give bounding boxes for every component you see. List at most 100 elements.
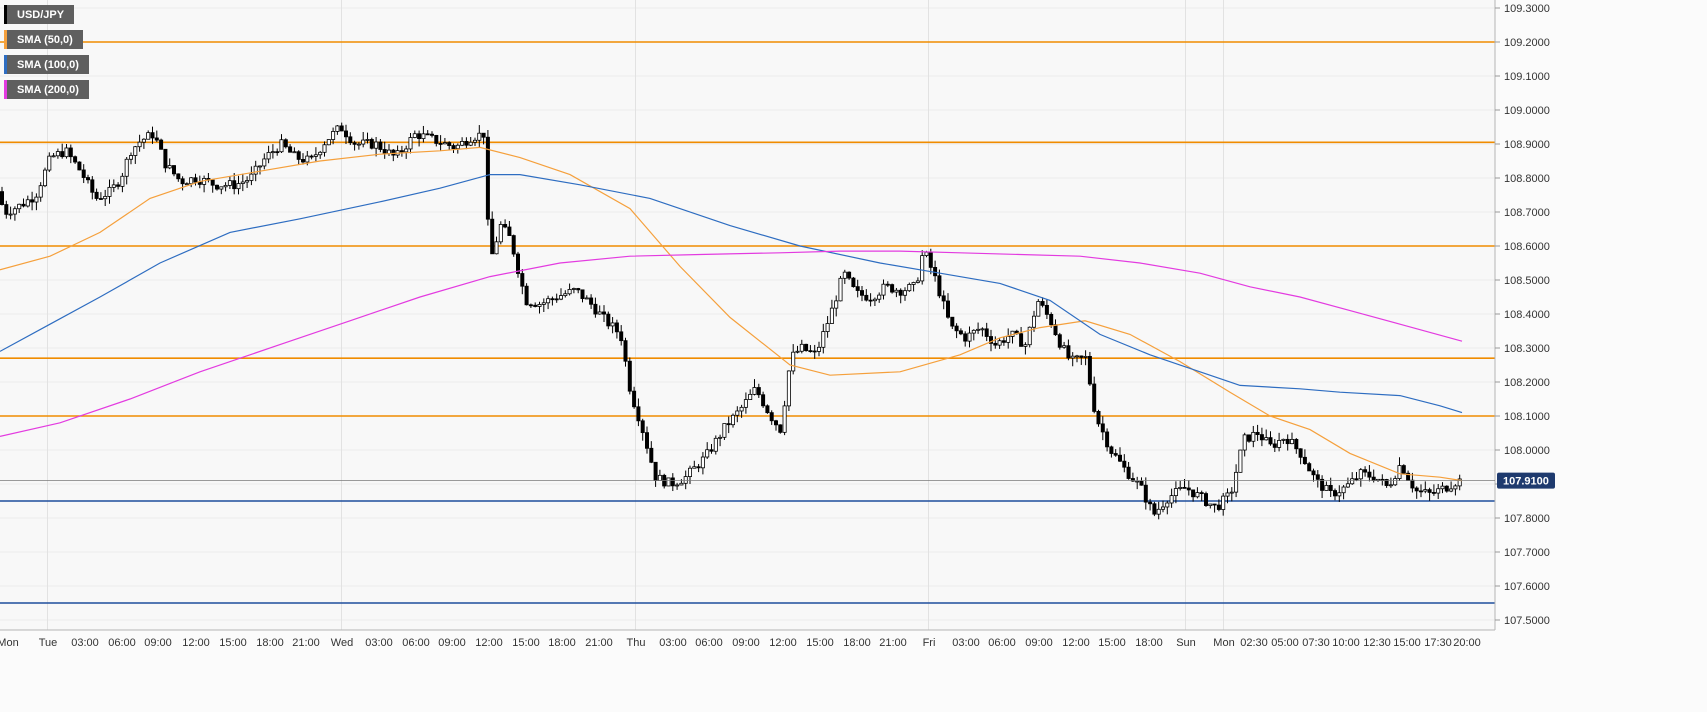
- candle-up: [1221, 495, 1226, 510]
- candle-up: [374, 141, 379, 149]
- candle-down: [1414, 487, 1419, 492]
- legend-item-sma100[interactable]: SMA (100,0): [4, 55, 89, 74]
- candle-up: [907, 284, 912, 292]
- candle-up: [51, 155, 56, 158]
- candle-up: [1036, 301, 1041, 317]
- candle-down: [352, 142, 357, 145]
- candle-up: [679, 482, 684, 486]
- candle-up: [146, 132, 151, 140]
- candle-down: [378, 141, 383, 150]
- candle-down: [309, 155, 314, 158]
- candle-up: [976, 328, 981, 331]
- candle-down: [855, 286, 860, 291]
- candle-down: [528, 304, 533, 307]
- candle-up: [128, 155, 133, 160]
- candle-up: [1032, 315, 1037, 328]
- y-tick-label: 109.0000: [1504, 105, 1550, 117]
- candle-down: [1019, 333, 1024, 347]
- candle-down: [1315, 474, 1320, 480]
- candle-down: [593, 303, 598, 315]
- candle-down: [1118, 454, 1123, 462]
- candle-down: [369, 139, 374, 149]
- candle-down: [769, 412, 774, 422]
- candle-up: [313, 154, 318, 157]
- candle-up: [1281, 438, 1286, 441]
- candle-down: [885, 283, 890, 286]
- x-tick-label: Thu: [627, 637, 646, 649]
- x-tick-label: 06:00: [108, 637, 136, 649]
- candle-up: [361, 139, 366, 145]
- y-tick-label: 108.6000: [1504, 241, 1550, 253]
- candle-down: [533, 304, 538, 307]
- candle-up: [249, 173, 254, 181]
- candle-up: [266, 152, 271, 160]
- candle-down: [417, 133, 422, 140]
- candle-up: [47, 155, 52, 171]
- candle-down: [1302, 456, 1307, 465]
- candle-up: [1023, 344, 1028, 347]
- legend-label: USD/JPY: [17, 8, 65, 21]
- candle-up: [1195, 492, 1200, 498]
- candle-down: [1130, 478, 1135, 482]
- candle-up: [739, 406, 744, 412]
- x-tick-label: 15:00: [1098, 637, 1126, 649]
- candle-up: [903, 290, 908, 296]
- candle-down: [154, 137, 159, 141]
- candle-down: [1079, 355, 1084, 358]
- legend-item-sma50[interactable]: SMA (50,0): [4, 30, 83, 49]
- candle-down: [1272, 443, 1277, 448]
- candle-up: [133, 146, 138, 156]
- candle-down: [159, 139, 164, 150]
- x-tick-label: 03:00: [71, 637, 99, 649]
- candle-up: [1238, 449, 1243, 473]
- candle-down: [399, 150, 404, 153]
- sma-200-line: [0, 250, 1463, 437]
- candle-up: [141, 138, 146, 143]
- candle-down: [1096, 410, 1101, 425]
- candle-up: [404, 148, 409, 153]
- candle-up: [924, 251, 929, 257]
- candle-up: [877, 294, 882, 300]
- x-tick-label: Sun: [1176, 637, 1196, 649]
- candle-down: [606, 313, 611, 327]
- y-tick-label: 108.3000: [1504, 343, 1550, 355]
- candle-down: [1182, 486, 1187, 489]
- candle-down: [447, 142, 452, 146]
- candle-down: [98, 198, 103, 200]
- candle-down: [425, 133, 430, 136]
- candle-up: [38, 185, 43, 198]
- x-tick-label: 09:00: [732, 637, 760, 649]
- candle-down: [1427, 489, 1432, 493]
- candle-up: [537, 304, 542, 307]
- legend-swatch: [4, 80, 7, 99]
- x-tick-label: 09:00: [438, 637, 466, 649]
- candle-down: [1363, 469, 1368, 473]
- candle-down: [1100, 423, 1105, 433]
- candle-up: [1264, 437, 1269, 441]
- legend-item-sma200[interactable]: SMA (200,0): [4, 80, 89, 99]
- x-tick-label: 09:00: [1025, 637, 1053, 649]
- candle-up: [748, 393, 753, 400]
- legend: USD/JPY SMA (50,0) SMA (100,0) SMA (200,…: [4, 5, 89, 105]
- moving-averages: [0, 146, 1463, 482]
- candle-up: [700, 456, 705, 469]
- candle-up: [477, 132, 482, 141]
- candle-down: [1259, 434, 1264, 441]
- candle-down: [636, 406, 641, 422]
- candle-up: [980, 328, 985, 331]
- candle-up: [494, 241, 499, 255]
- candle-down: [86, 177, 91, 181]
- plot-background: [0, 0, 1495, 630]
- candle-up: [722, 423, 727, 438]
- candle-down: [1126, 466, 1131, 479]
- y-tick-label: 109.1000: [1504, 71, 1550, 83]
- x-tick-label: Mon: [1213, 637, 1234, 649]
- candle-down: [1212, 503, 1217, 506]
- legend-item-usdjpy[interactable]: USD/JPY: [4, 5, 75, 24]
- candle-up: [559, 295, 564, 300]
- y-tick-label: 108.1000: [1504, 411, 1550, 423]
- y-tick-label: 108.7000: [1504, 207, 1550, 219]
- candle-down: [619, 331, 624, 342]
- candle-down: [283, 139, 288, 148]
- candle-down: [1148, 501, 1153, 505]
